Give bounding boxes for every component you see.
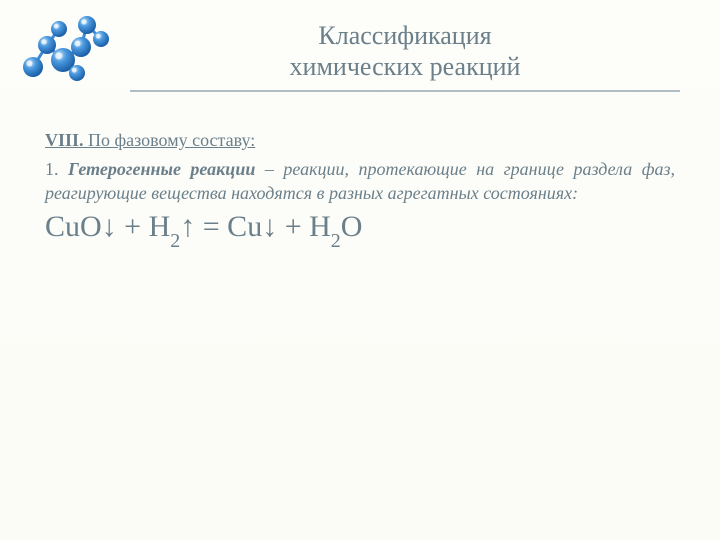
eq-p2: ↑ = Cu↓ + H [180, 210, 331, 243]
molecule-icon [5, 5, 115, 95]
title-line2: химических реакций [130, 51, 680, 82]
definition-num: 1. [45, 159, 68, 179]
title-line1: Классификация [130, 20, 680, 51]
definition-text: 1. Гетерогенные реакции – реакции, проте… [45, 157, 675, 206]
definition-term: Гетерогенные реакции [68, 159, 255, 179]
section-rest: По фазовому составу: [84, 130, 256, 150]
section-heading: VIII. По фазовому составу: [45, 130, 675, 151]
content-body: VIII. По фазовому составу: 1. Гетерогенн… [45, 130, 675, 249]
chemical-equation: CuO↓ + H2↑ = Cu↓ + H2O [45, 210, 675, 249]
eq-p3: O [341, 210, 363, 243]
title-underline [130, 90, 680, 92]
eq-p1: CuO↓ + H [45, 210, 170, 243]
slide-title: Классификация химических реакций [130, 20, 680, 92]
eq-sub2: 2 [331, 230, 341, 252]
section-roman: VIII. [45, 130, 84, 150]
eq-sub1: 2 [170, 230, 180, 252]
